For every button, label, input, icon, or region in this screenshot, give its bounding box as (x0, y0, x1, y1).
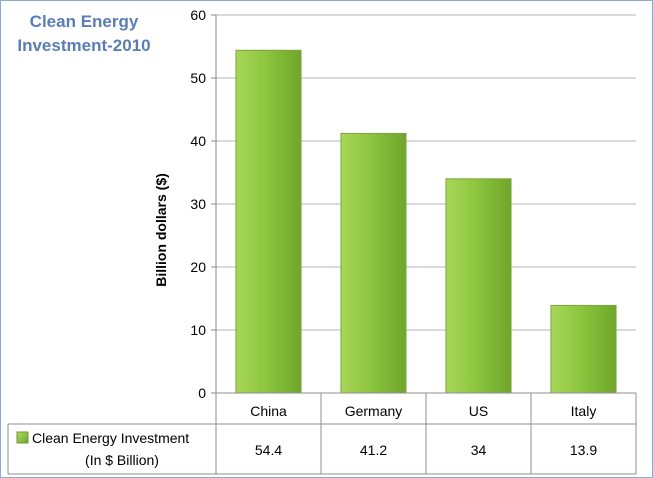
y-tick-label: 20 (190, 259, 206, 275)
bar (550, 304, 617, 394)
data-value-label: 13.9 (570, 442, 597, 458)
y-axis-label: Billion dollars ($) (153, 173, 169, 287)
chart-title-line-2: Investment-2010 (17, 36, 151, 55)
y-tick-label: 50 (190, 70, 206, 86)
data-value-label: 41.2 (360, 442, 387, 458)
legend-label-line-1: Clean Energy Investment (32, 430, 189, 446)
y-tick-label: 0 (198, 385, 206, 401)
chart-title-line-1: Clean Energy (29, 12, 139, 31)
x-category-label: US (469, 403, 488, 419)
bar (340, 132, 407, 394)
y-tick-label: 10 (190, 322, 206, 338)
data-table: China Germany US Italy 54.4 41.2 34 13.9 Clean E… (7, 392, 637, 475)
bars (235, 49, 617, 394)
x-category-label: Germany (345, 403, 403, 419)
bar (235, 49, 302, 394)
x-category-label: Italy (571, 403, 597, 419)
legend-swatch (16, 431, 29, 444)
data-value-label: 34 (471, 442, 487, 458)
legend-label-line-2: (In $ Billion) (85, 452, 159, 468)
x-category-label: China (250, 403, 287, 419)
bar (445, 178, 512, 394)
y-tick-label: 40 (190, 133, 206, 149)
chart-title: Clean Energy Investment-2010 (4, 10, 164, 58)
y-tick-label: 30 (190, 196, 206, 212)
y-tick-label: 60 (190, 7, 206, 23)
y-axis-ticks: 0 10 20 30 40 50 60 (190, 7, 216, 401)
data-value-label: 54.4 (255, 442, 282, 458)
